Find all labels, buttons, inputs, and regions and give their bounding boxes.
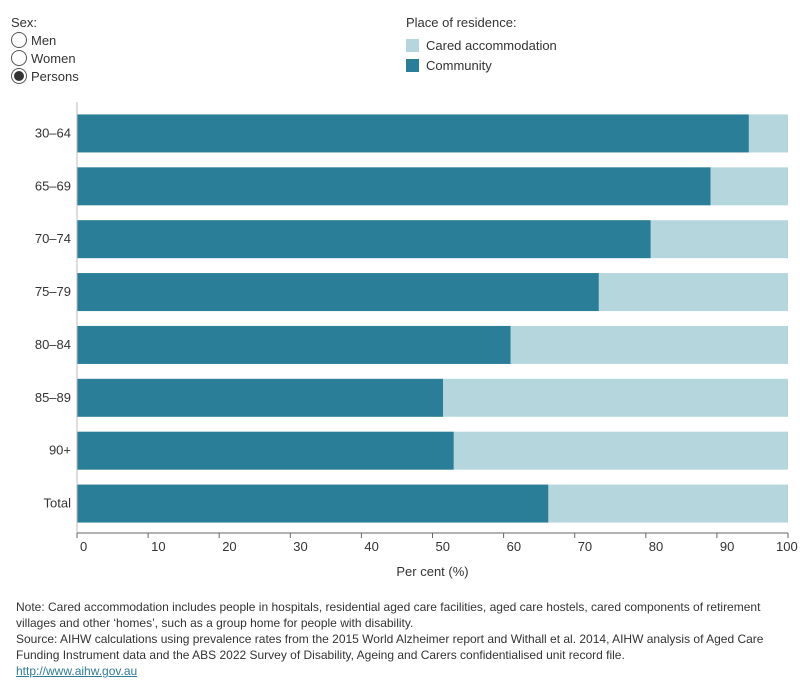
bar-community: [77, 167, 711, 206]
bar-cared-accommodation: [710, 167, 788, 206]
bar-community: [77, 484, 549, 523]
x-tick-label: 30: [293, 539, 307, 554]
sex-option-men[interactable]: Men: [11, 31, 79, 49]
bar-cared-accommodation: [510, 325, 788, 364]
x-tick-label: 40: [364, 539, 378, 554]
x-tick-label: 80: [649, 539, 663, 554]
source-text: Source: AIHW calculations using prevalen…: [16, 632, 764, 662]
legend-label: Community: [426, 57, 492, 73]
chart-notes: Note: Cared accommodation includes peopl…: [16, 599, 791, 679]
x-tick-label: 10: [151, 539, 165, 554]
x-tick-label: 20: [222, 539, 236, 554]
bar-cared-accommodation: [748, 114, 788, 153]
y-tick-label: 90+: [49, 443, 71, 458]
legend-title: Place of residence:: [406, 15, 517, 30]
sex-option-label: Persons: [31, 68, 79, 84]
x-tick-label: 100: [776, 539, 798, 554]
sex-option-label: Women: [31, 50, 76, 66]
bar-cared-accommodation: [598, 273, 788, 312]
x-tick-label: 70: [578, 539, 592, 554]
legend-item-community[interactable]: Community: [406, 55, 557, 75]
y-tick-label: 75–79: [35, 284, 71, 299]
bar-community: [77, 325, 511, 364]
x-tick-label: 60: [507, 539, 521, 554]
x-tick-label: 90: [720, 539, 734, 554]
y-tick-label: 65–69: [35, 178, 71, 193]
x-tick-label: 0: [80, 539, 87, 554]
bar-cared-accommodation: [650, 220, 788, 259]
y-tick-label: 80–84: [35, 337, 71, 352]
bar-community: [77, 114, 749, 153]
bar-community: [77, 220, 651, 259]
legend: Place of residence: Cared accommodation …: [406, 15, 557, 75]
legend-item-cared[interactable]: Cared accommodation: [406, 35, 557, 55]
y-tick-label: 85–89: [35, 390, 71, 405]
bar-cared-accommodation: [548, 484, 788, 523]
legend-swatch: [406, 38, 419, 52]
bar-cared-accommodation: [453, 431, 788, 470]
y-tick-label: 70–74: [35, 231, 71, 246]
bar-community: [77, 431, 454, 470]
x-tick-label: 50: [436, 539, 450, 554]
sex-option-women[interactable]: Women: [11, 49, 79, 67]
legend-swatch: [406, 58, 419, 72]
radio-button[interactable]: [11, 50, 27, 66]
bar-chart: 30–64 65–69 70–74 75–79 80–84 85–89 90+ Total 0 1…: [35, 102, 798, 579]
sex-filter: Sex: Men Women Persons: [11, 15, 79, 85]
sex-option-persons[interactable]: Persons: [11, 67, 79, 85]
aihw-link[interactable]: http://www.aihw.gov.au: [16, 664, 138, 678]
sex-filter-title: Sex:: [11, 15, 38, 30]
y-tick-label: Total: [44, 496, 72, 511]
y-tick-label: 30–64: [35, 125, 71, 140]
bar-community: [77, 378, 444, 417]
sex-option-label: Men: [31, 32, 57, 48]
bar-community: [77, 273, 599, 312]
radio-button[interactable]: [11, 32, 27, 48]
legend-label: Cared accommodation: [426, 37, 557, 53]
note-text: Note: Cared accommodation includes peopl…: [16, 600, 761, 630]
bar-cared-accommodation: [443, 378, 788, 417]
radio-button-selected[interactable]: [11, 68, 27, 84]
x-axis-title: Per cent (%): [396, 564, 468, 579]
